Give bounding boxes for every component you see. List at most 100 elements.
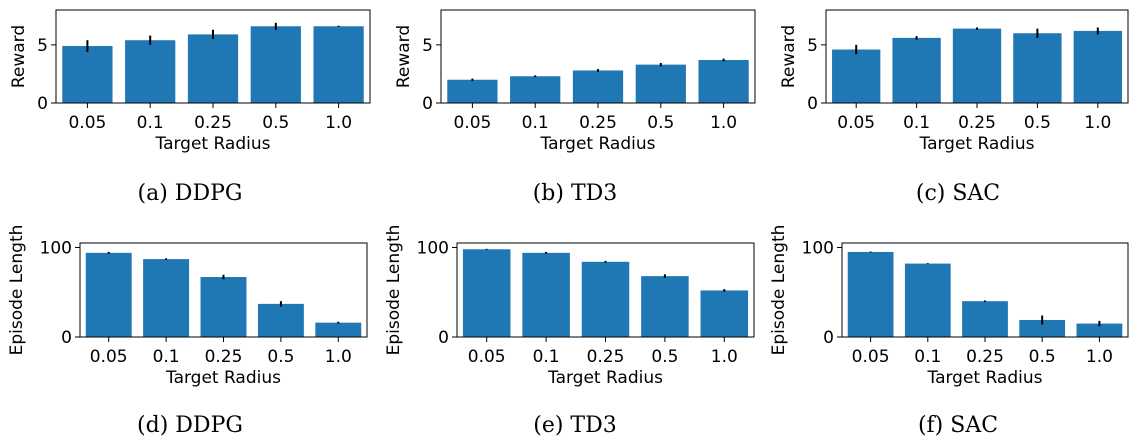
bar (315, 322, 362, 337)
bar (250, 26, 301, 103)
y-tick-label: 5 (37, 36, 48, 56)
x-tick-label: 0.5 (651, 347, 678, 367)
bar (62, 46, 113, 103)
x-axis-label: Target Radius (927, 368, 1043, 388)
x-tick-label: 0.25 (205, 347, 243, 367)
x-tick-label: 1.0 (325, 347, 352, 367)
x-tick-label: 0.1 (153, 347, 180, 367)
bar (200, 277, 247, 337)
x-tick-label: 0.1 (137, 113, 164, 133)
y-tick-label: 100 (40, 238, 72, 258)
y-axis-label: Episode Length (7, 225, 27, 356)
y-tick-label: 100 (417, 238, 449, 258)
bar (832, 49, 881, 103)
subfigure-caption: (b) TD3 (533, 181, 618, 206)
bar (572, 70, 624, 103)
bar (847, 251, 894, 337)
y-axis-label: Reward (394, 25, 414, 88)
chart-panel-0: 0.05 0.1 0.25 0.5 1.0 0 5 Target Radius Reward (a… (9, 9, 371, 206)
bar (1019, 319, 1066, 337)
plot-frame (825, 9, 1129, 104)
chart-panel-1: 0.05 0.1 0.25 0.5 1.0 0 5 Target Radius Reward (b… (394, 9, 756, 206)
x-tick-label: 0.5 (1029, 347, 1056, 367)
plot-frame (456, 242, 755, 338)
x-tick-label: 0.5 (262, 113, 289, 133)
x-tick-label: 1.0 (711, 347, 738, 367)
x-tick-label: 1.0 (325, 113, 352, 133)
y-tick-label: 0 (438, 328, 449, 348)
plot-frame (55, 9, 371, 104)
chart-panel-3: 0.05 0.1 0.25 0.5 1.0 0 100 Target Radius Episod… (7, 225, 368, 436)
bar (952, 28, 1002, 104)
x-tick-label: 1.0 (710, 113, 737, 133)
x-tick-label: 0.25 (587, 347, 625, 367)
x-tick-label: 0.05 (90, 347, 128, 367)
x-tick-label: 0.25 (966, 347, 1004, 367)
subfigure-caption: (f) SAC (918, 413, 998, 436)
y-axis-label: Episode Length (384, 225, 404, 356)
bar (143, 259, 190, 337)
x-tick-label: 0.05 (468, 347, 506, 367)
bar (522, 252, 570, 337)
bar (892, 37, 941, 103)
bar (904, 263, 951, 337)
plot-frame (79, 242, 368, 338)
chart-panel-2: 0.05 0.1 0.25 0.5 1.0 0 5 Target Radius Reward (c… (779, 9, 1129, 206)
y-tick-label: 100 (802, 238, 834, 258)
x-axis-label: Target Radius (919, 134, 1035, 154)
subfigure-caption: (e) TD3 (533, 413, 617, 436)
x-tick-label: 0.1 (522, 113, 549, 133)
x-tick-label: 0.05 (852, 347, 890, 367)
bar (1073, 30, 1122, 103)
bar (462, 249, 511, 337)
bar (85, 252, 132, 337)
bar (187, 34, 239, 103)
subfigure-caption: (c) SAC (916, 181, 1000, 206)
x-tick-label: 0.1 (903, 113, 930, 133)
x-axis-label: Target Radius (165, 368, 281, 388)
x-tick-label: 0.25 (579, 113, 617, 133)
chart-panel-5: 0.05 0.1 0.25 0.5 1.0 0 100 Target Radius Episod… (769, 225, 1129, 436)
x-tick-label: 0.25 (958, 113, 996, 133)
bar (641, 276, 689, 337)
subfigure-caption: (d) DDPG (137, 413, 243, 436)
y-tick-label: 5 (807, 36, 818, 56)
y-tick-label: 0 (61, 328, 72, 348)
y-tick-label: 5 (422, 36, 433, 56)
bar (1013, 33, 1062, 103)
y-tick-label: 0 (823, 328, 834, 348)
x-tick-label: 0.05 (453, 113, 491, 133)
chart-panel-4: 0.05 0.1 0.25 0.5 1.0 0 100 Target Radius Episod… (384, 225, 755, 436)
subfigure-caption: (a) DDPG (138, 181, 243, 206)
x-tick-label: 0.05 (837, 113, 875, 133)
bar (698, 59, 749, 103)
bar (635, 64, 686, 103)
y-tick-label: 0 (807, 94, 818, 114)
bar (510, 76, 561, 103)
bar (257, 303, 304, 337)
x-axis-label: Target Radius (540, 134, 656, 154)
x-tick-label: 0.5 (647, 113, 674, 133)
y-tick-label: 0 (422, 94, 433, 114)
x-tick-label: 1.0 (1086, 347, 1113, 367)
bar (581, 261, 630, 337)
plot-frame (440, 9, 756, 104)
y-tick-label: 0 (37, 94, 48, 114)
y-axis-label: Reward (9, 25, 29, 88)
y-axis-label: Reward (779, 25, 799, 88)
x-tick-label: 0.5 (1024, 113, 1051, 133)
bar (313, 26, 364, 103)
x-tick-label: 0.1 (533, 347, 560, 367)
plot-frame (841, 242, 1129, 338)
x-tick-label: 0.1 (914, 347, 941, 367)
bar (447, 79, 498, 103)
bar (125, 40, 176, 103)
bar (700, 290, 749, 337)
x-axis-label: Target Radius (155, 134, 271, 154)
x-tick-label: 0.25 (194, 113, 232, 133)
x-tick-label: 0.05 (68, 113, 106, 133)
y-axis-label: Episode Length (769, 225, 789, 356)
bar (1076, 323, 1123, 337)
x-axis-label: Target Radius (547, 368, 663, 388)
